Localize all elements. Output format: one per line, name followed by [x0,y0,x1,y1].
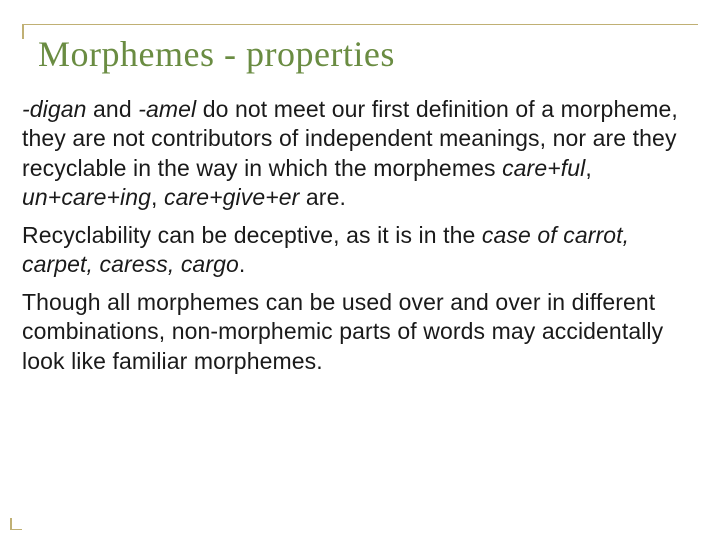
text: Recyclability can be deceptive, as it is… [22,222,482,248]
slide-title: Morphemes - properties [38,25,698,75]
slide: Morphemes - properties -digan and -amel … [0,0,720,540]
italic-term: -amel [138,96,196,122]
text: , [151,184,164,210]
text: . [239,251,246,277]
title-tick [22,25,24,39]
italic-term: care+give+er [164,184,299,210]
italic-term: care+ful [502,155,585,181]
slide-body: -digan and -amel do not meet our first d… [22,95,698,376]
paragraph-1: -digan and -amel do not meet our first d… [22,95,698,213]
italic-term: -digan [22,96,87,122]
paragraph-2: Recyclability can be deceptive, as it is… [22,221,698,280]
text: are. [299,184,346,210]
text: , [585,155,592,181]
paragraph-3: Though all morphemes can be used over an… [22,288,698,376]
title-rule: Morphemes - properties [22,24,698,75]
text: Though all morphemes can be used over an… [22,289,663,374]
italic-term: un+care+ing [22,184,151,210]
text: and [87,96,139,122]
corner-ornament-icon [10,518,22,530]
